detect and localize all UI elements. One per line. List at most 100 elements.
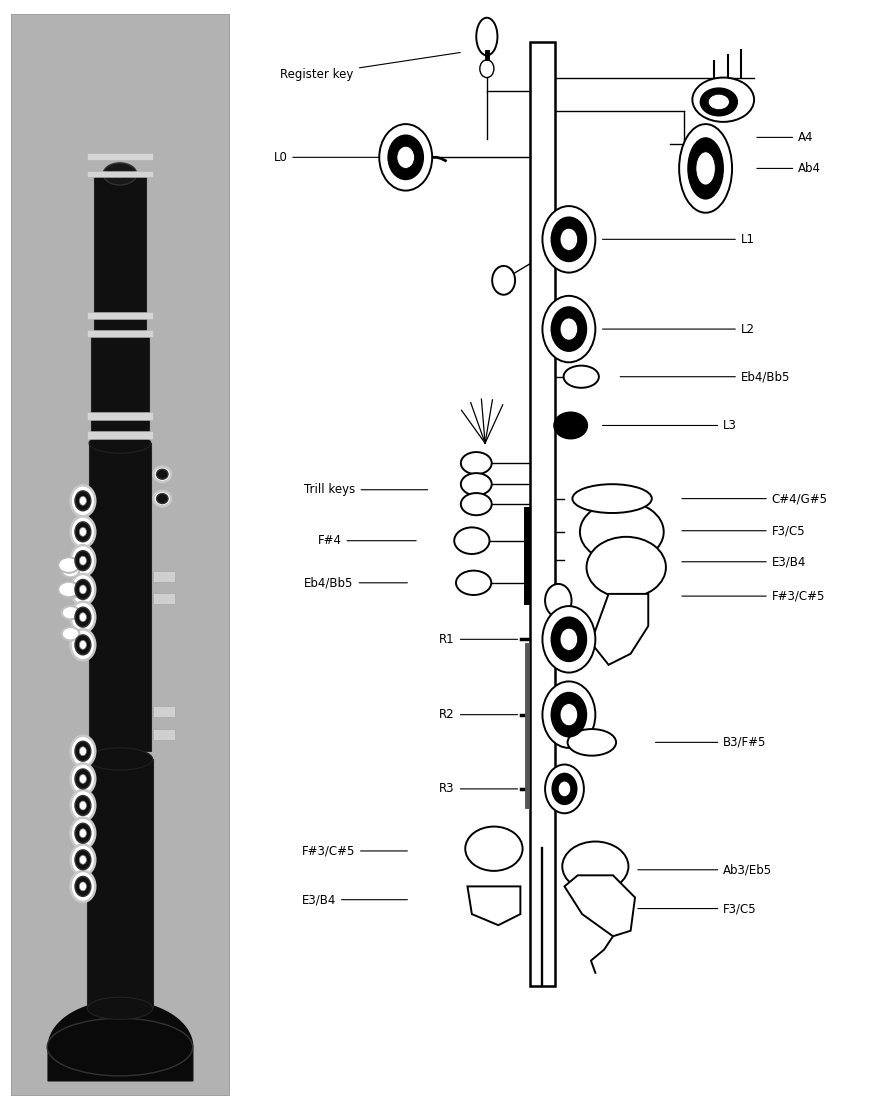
Ellipse shape <box>696 152 715 185</box>
Ellipse shape <box>454 527 490 554</box>
Bar <box>89 443 151 751</box>
Circle shape <box>545 584 572 617</box>
Circle shape <box>545 765 584 813</box>
Ellipse shape <box>48 1018 193 1076</box>
Ellipse shape <box>456 571 491 595</box>
Circle shape <box>542 681 595 748</box>
Ellipse shape <box>461 473 492 495</box>
Circle shape <box>71 629 95 660</box>
Ellipse shape <box>461 452 492 474</box>
Circle shape <box>71 844 95 875</box>
Ellipse shape <box>572 484 652 513</box>
Bar <box>94 174 146 335</box>
Text: E3/B4: E3/B4 <box>682 555 806 568</box>
Circle shape <box>75 522 91 542</box>
Bar <box>87 412 153 420</box>
Bar <box>530 42 555 986</box>
Ellipse shape <box>554 412 587 439</box>
Ellipse shape <box>62 585 79 598</box>
Circle shape <box>560 704 578 726</box>
Ellipse shape <box>58 582 79 597</box>
Circle shape <box>71 485 95 516</box>
Text: Ab4: Ab4 <box>757 162 821 175</box>
Circle shape <box>71 545 95 576</box>
Text: Trill keys: Trill keys <box>304 483 428 496</box>
Bar <box>153 571 175 582</box>
Circle shape <box>551 692 587 737</box>
Text: Register key: Register key <box>280 52 460 81</box>
Circle shape <box>79 855 86 864</box>
Circle shape <box>551 217 587 261</box>
Text: R1: R1 <box>439 633 518 646</box>
Circle shape <box>79 882 86 891</box>
Circle shape <box>71 574 95 605</box>
Circle shape <box>71 763 95 794</box>
Ellipse shape <box>692 78 754 122</box>
Circle shape <box>79 585 86 594</box>
Ellipse shape <box>476 18 497 55</box>
Circle shape <box>492 266 515 295</box>
Bar <box>91 335 149 437</box>
Circle shape <box>388 135 423 179</box>
Text: L3: L3 <box>602 419 737 432</box>
Circle shape <box>75 769 91 789</box>
Bar <box>87 330 153 337</box>
Circle shape <box>542 206 595 273</box>
Ellipse shape <box>688 137 723 199</box>
Bar <box>87 171 153 177</box>
Ellipse shape <box>62 627 79 640</box>
Ellipse shape <box>103 163 137 185</box>
Circle shape <box>71 790 95 821</box>
Circle shape <box>379 124 432 191</box>
Circle shape <box>79 496 86 505</box>
Circle shape <box>542 606 595 673</box>
Circle shape <box>551 617 587 661</box>
Circle shape <box>75 551 91 571</box>
Ellipse shape <box>563 842 629 891</box>
Polygon shape <box>564 875 635 936</box>
Circle shape <box>75 876 91 896</box>
Text: B3/F#5: B3/F#5 <box>655 736 766 749</box>
Ellipse shape <box>580 501 663 563</box>
Ellipse shape <box>62 606 79 619</box>
Text: L1: L1 <box>602 233 755 246</box>
Circle shape <box>79 613 86 622</box>
Ellipse shape <box>87 997 153 1019</box>
Circle shape <box>75 491 91 511</box>
Circle shape <box>71 602 95 633</box>
Ellipse shape <box>700 88 737 115</box>
Circle shape <box>551 307 587 351</box>
Ellipse shape <box>708 94 729 110</box>
Ellipse shape <box>153 491 171 506</box>
Bar <box>555 315 572 341</box>
Polygon shape <box>467 886 520 925</box>
Bar <box>153 729 175 740</box>
Text: Eb4/Bb5: Eb4/Bb5 <box>304 576 407 589</box>
Circle shape <box>79 829 86 838</box>
Circle shape <box>79 774 86 783</box>
Circle shape <box>75 850 91 870</box>
Circle shape <box>71 871 95 902</box>
Ellipse shape <box>679 124 732 213</box>
Circle shape <box>558 781 571 797</box>
Ellipse shape <box>466 827 522 871</box>
Text: Eb4/Bb5: Eb4/Bb5 <box>620 370 790 383</box>
Ellipse shape <box>153 466 171 482</box>
Ellipse shape <box>461 493 492 515</box>
Bar <box>87 312 153 319</box>
Circle shape <box>542 296 595 362</box>
Circle shape <box>71 818 95 849</box>
Circle shape <box>79 556 86 565</box>
Circle shape <box>79 640 86 649</box>
Ellipse shape <box>587 537 666 598</box>
Bar <box>153 593 175 604</box>
Text: R2: R2 <box>439 708 518 721</box>
Text: C#4/G#5: C#4/G#5 <box>682 492 827 505</box>
Circle shape <box>75 823 91 843</box>
Text: R3: R3 <box>439 782 518 796</box>
Circle shape <box>75 635 91 655</box>
Circle shape <box>79 801 86 810</box>
Text: Ab3/Eb5: Ab3/Eb5 <box>638 863 773 876</box>
Ellipse shape <box>157 470 168 479</box>
Circle shape <box>397 146 415 168</box>
